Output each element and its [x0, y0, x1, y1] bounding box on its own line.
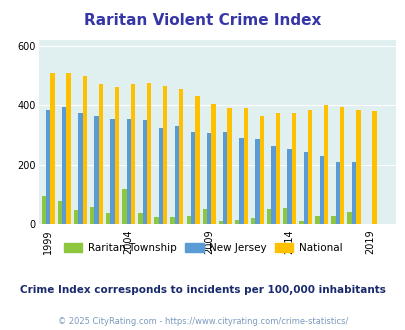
Bar: [158, 127, 163, 224]
Bar: [298, 221, 303, 224]
Bar: [98, 84, 103, 224]
Bar: [339, 107, 343, 224]
Bar: [62, 107, 66, 224]
Bar: [46, 110, 50, 224]
Bar: [347, 213, 351, 224]
Bar: [142, 120, 147, 224]
Bar: [266, 210, 271, 224]
Bar: [227, 108, 231, 224]
Bar: [355, 110, 360, 224]
Bar: [66, 73, 70, 224]
Text: Raritan Violent Crime Index: Raritan Violent Crime Index: [84, 13, 321, 28]
Bar: [58, 201, 62, 224]
Bar: [170, 217, 175, 224]
Bar: [130, 84, 135, 224]
Bar: [78, 113, 82, 224]
Bar: [147, 83, 151, 224]
Bar: [330, 216, 335, 224]
Legend: Raritan Township, New Jersey, National: Raritan Township, New Jersey, National: [60, 239, 345, 257]
Bar: [275, 113, 279, 224]
Bar: [259, 115, 263, 224]
Bar: [115, 87, 119, 224]
Bar: [163, 86, 167, 224]
Bar: [218, 221, 222, 224]
Bar: [222, 132, 227, 224]
Bar: [110, 118, 115, 224]
Bar: [190, 132, 195, 224]
Bar: [42, 196, 46, 224]
Bar: [234, 220, 239, 224]
Bar: [371, 111, 376, 224]
Bar: [94, 115, 98, 224]
Bar: [154, 217, 158, 224]
Bar: [250, 218, 255, 224]
Bar: [106, 214, 110, 224]
Bar: [291, 113, 295, 224]
Bar: [323, 105, 328, 224]
Bar: [282, 208, 287, 224]
Bar: [307, 110, 311, 224]
Bar: [287, 149, 291, 224]
Bar: [211, 104, 215, 224]
Bar: [271, 146, 275, 224]
Bar: [319, 156, 323, 224]
Bar: [179, 89, 183, 224]
Text: © 2025 CityRating.com - https://www.cityrating.com/crime-statistics/: © 2025 CityRating.com - https://www.city…: [58, 317, 347, 326]
Bar: [239, 138, 243, 224]
Bar: [255, 140, 259, 224]
Bar: [90, 207, 94, 224]
Bar: [351, 162, 355, 224]
Bar: [186, 216, 190, 224]
Bar: [315, 216, 319, 224]
Bar: [74, 211, 78, 224]
Bar: [122, 189, 126, 224]
Bar: [207, 134, 211, 224]
Bar: [202, 210, 207, 224]
Bar: [50, 73, 55, 224]
Bar: [126, 118, 130, 224]
Text: Crime Index corresponds to incidents per 100,000 inhabitants: Crime Index corresponds to incidents per…: [20, 285, 385, 295]
Bar: [243, 108, 247, 224]
Bar: [138, 214, 142, 224]
Bar: [335, 162, 339, 224]
Bar: [303, 152, 307, 224]
Bar: [82, 76, 87, 224]
Bar: [195, 96, 199, 224]
Bar: [175, 126, 179, 224]
